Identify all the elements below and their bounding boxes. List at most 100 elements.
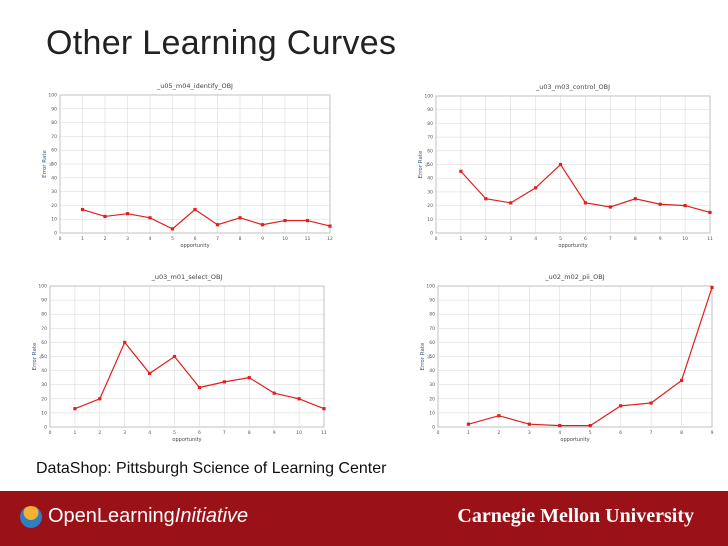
- chart-2-y-tick-label: 50: [427, 162, 433, 168]
- chart-1-data-point: [215, 223, 220, 227]
- chart-4-y-tick-label: 100: [426, 284, 435, 290]
- chart-2-y-tick-label: 80: [427, 121, 433, 127]
- chart-2-x-tick-label: 9: [659, 236, 662, 242]
- chart-3-x-tick-label: 3: [123, 430, 126, 436]
- chart-1-data-point: [328, 224, 332, 228]
- chart-4-data-point: [679, 378, 684, 383]
- chart-4-y-axis-unit: %: [427, 354, 433, 359]
- chart-3-data-point: [98, 397, 102, 401]
- chart-3-data-point: [222, 380, 226, 384]
- chart-1-data-point: [170, 227, 175, 231]
- chart-2-y-tick-label: 100: [424, 94, 433, 100]
- chart-3-y-tick-label: 50: [41, 354, 47, 360]
- chart-4-y-tick-label: 70: [429, 326, 435, 332]
- chart-2-y-tick-label: 10: [427, 217, 433, 223]
- chart-3-x-axis-label: opportunity: [172, 437, 201, 443]
- chart-2-x-tick-label: 10: [682, 236, 688, 242]
- chart-4-x-tick-label: 6: [619, 430, 622, 436]
- chart-2-data-point: [608, 205, 612, 209]
- chart-2-x-tick-label: 6: [584, 236, 587, 242]
- chart-2-x-tick-label: 5: [559, 236, 562, 242]
- chart-1-data-point: [305, 218, 310, 223]
- chart-4-data-point: [710, 285, 714, 290]
- chart-3-y-tick-label: 40: [41, 368, 47, 374]
- chart-3-x-tick-label: 9: [273, 430, 276, 436]
- chart-4-y-tick-label: 60: [429, 340, 435, 346]
- chart-3-y-tick-label: 100: [38, 284, 47, 290]
- chart-1-data-point: [238, 216, 242, 220]
- chart-3-y-tick-label: 20: [41, 396, 47, 402]
- oli-wordmark: OpenLearningInitiative: [48, 505, 248, 528]
- chart-2-x-tick-label: 1: [459, 236, 462, 242]
- chart-2-y-axis-label: Error Rate: [418, 150, 424, 178]
- chart-4-data-point: [649, 401, 653, 405]
- chart-3-data-point: [197, 385, 202, 390]
- chart-4-x-tick-label: 4: [558, 430, 561, 436]
- chart-1-y-tick-label: 50: [51, 162, 57, 168]
- chart-1-y-tick-label: 100: [48, 93, 57, 99]
- chart-1-y-axis-unit: %: [49, 161, 55, 166]
- learning-curve-chart-2: _u03_m03_control_OBJ01020304050607080901…: [418, 83, 713, 249]
- chart-3-data-point: [297, 397, 301, 401]
- oli-globe-icon: [20, 505, 42, 528]
- chart-2-y-tick-label: 30: [427, 189, 433, 195]
- chart-4-data-point: [588, 423, 592, 428]
- chart-1-x-tick-label: 3: [126, 236, 129, 242]
- cmu-wordmark: Carnegie Mellon University: [457, 505, 694, 527]
- footer-caption: DataShop: Pittsburgh Science of Learning…: [36, 460, 387, 477]
- chart-1-x-tick-label: 1: [81, 236, 84, 242]
- chart-4-data-point: [497, 414, 501, 418]
- chart-3-x-tick-label: 0: [49, 430, 52, 436]
- chart-1-data-point: [148, 216, 152, 220]
- chart-2-title: _u03_m03_control_OBJ: [535, 83, 610, 91]
- chart-1-x-tick-label: 12: [327, 236, 333, 242]
- learning-curve-chart-4: _u02_m02_pii_OBJ 0 10 20 30 40 50 60 70 80 90 100 0 1…: [420, 273, 714, 443]
- chart-1-data-point: [80, 207, 85, 212]
- chart-1-data-point: [193, 207, 197, 212]
- chart-4-x-tick-label: 9: [711, 430, 714, 436]
- chart-4-data-point: [558, 423, 562, 428]
- chart-1-y-tick-label: 0: [54, 231, 57, 237]
- chart-3-x-tick-label: 2: [98, 430, 101, 436]
- chart-1-x-tick-label: 8: [239, 236, 242, 242]
- chart-2-data-point: [484, 197, 488, 201]
- chart-3-x-tick-label: 4: [148, 430, 151, 436]
- chart-2-data-point: [459, 169, 463, 173]
- chart-2-data-point: [658, 202, 662, 206]
- chart-4-data-point: [527, 422, 531, 426]
- chart-2-x-tick-label: 7: [609, 236, 612, 242]
- chart-2-y-axis-unit: %: [425, 162, 431, 167]
- chart-3-title: _u03_m01_select_OBJ: [151, 273, 223, 281]
- chart-1-x-tick-label: 9: [261, 236, 264, 242]
- chart-2-data-point: [633, 197, 637, 201]
- chart-3-x-tick-label: 11: [321, 430, 327, 436]
- chart-1-y-tick-label: 10: [51, 217, 57, 223]
- chart-4-x-axis-label: opportunity: [560, 437, 589, 443]
- oli-brand: OpenLearningInitiative: [20, 505, 248, 528]
- chart-1-x-tick-label: 0: [59, 236, 62, 242]
- chart-4-y-axis-label: Error Rate: [420, 342, 426, 370]
- chart-4-y-tick-label: 20: [429, 396, 435, 402]
- chart-4-y-tick-label: 40: [429, 368, 435, 374]
- chart-3-data-point: [322, 407, 326, 411]
- chart-1-x-tick-label: 4: [149, 236, 152, 242]
- chart-3-data-point: [247, 376, 251, 380]
- chart-3-y-tick-label: 70: [41, 326, 47, 332]
- chart-2-data-point: [558, 162, 563, 167]
- chart-4-y-tick-label: 50: [429, 354, 435, 360]
- chart-4-x-tick-label: 8: [680, 430, 683, 436]
- chart-4-x-tick-label: 2: [497, 430, 500, 436]
- chart-3-y-tick-label: 60: [41, 340, 47, 346]
- chart-1-y-tick-label: 80: [51, 120, 57, 126]
- chart-3-data-point: [172, 354, 177, 359]
- chart-4-y-tick-label: 80: [429, 312, 435, 318]
- chart-2-data-point: [509, 201, 513, 205]
- chart-3-y-tick-label: 90: [41, 298, 47, 304]
- chart-4-x-tick-label: 7: [650, 430, 653, 436]
- chart-3-data-point: [73, 407, 77, 411]
- chart-2-data-point: [534, 186, 538, 190]
- chart-4-y-tick-label: 90: [429, 298, 435, 304]
- chart-3-y-axis-unit: %: [39, 354, 45, 359]
- chart-1-x-tick-label: 5: [171, 236, 174, 242]
- chart-1-data-point: [260, 223, 265, 227]
